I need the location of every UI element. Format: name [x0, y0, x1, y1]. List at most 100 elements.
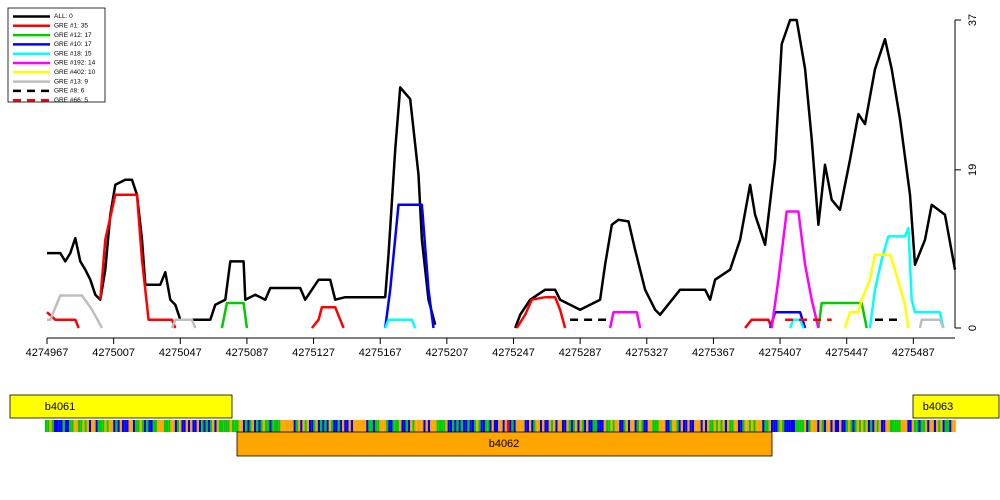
sequence-base — [397, 420, 400, 432]
sequence-base — [799, 420, 802, 432]
sequence-base — [819, 420, 822, 432]
sequence-base — [196, 420, 199, 432]
sequence-base — [914, 420, 917, 432]
sequence-base — [729, 420, 732, 432]
series-line — [47, 294, 945, 329]
sequence-base — [203, 420, 206, 432]
sequence-base — [577, 420, 580, 432]
sequence-base — [757, 420, 760, 432]
x-tick-label: 4275007 — [92, 347, 135, 359]
sequence-base — [172, 420, 175, 432]
x-tick-label: 4275407 — [759, 347, 802, 359]
sequence-base — [256, 420, 259, 432]
sequence-base — [73, 420, 76, 432]
sequence-base — [592, 420, 595, 432]
sequence-base — [647, 420, 650, 432]
sequence-base — [542, 420, 545, 432]
sequence-base — [56, 420, 59, 432]
sequence-base — [214, 420, 217, 432]
sequence-base — [909, 420, 912, 432]
sequence-base — [608, 420, 611, 432]
sequence-base — [610, 420, 613, 432]
sequence-base — [683, 420, 686, 432]
sequence-base — [350, 420, 353, 432]
sequence-base — [243, 420, 246, 432]
sequence-base — [828, 420, 831, 432]
sequence-base — [181, 420, 184, 432]
sequence-base — [738, 420, 741, 432]
sequence-base — [62, 420, 65, 432]
sequence-base — [452, 420, 455, 432]
sequence-base — [854, 420, 857, 432]
sequence-base — [722, 420, 725, 432]
sequence-base — [507, 420, 510, 432]
sequence-base — [58, 420, 61, 432]
sequence-base — [665, 420, 668, 432]
sequence-base — [284, 420, 287, 432]
sequence-base — [122, 420, 125, 432]
sequence-base — [82, 420, 85, 432]
legend-label: ALL: 0 — [54, 13, 73, 20]
sequence-base — [731, 420, 734, 432]
sequence-base — [920, 420, 923, 432]
sequence-base — [788, 420, 791, 432]
sequence-base — [942, 420, 945, 432]
sequence-base — [753, 420, 756, 432]
sequence-base — [795, 420, 798, 432]
sequence-base — [584, 420, 587, 432]
sequence-base — [159, 420, 162, 432]
sequence-base — [735, 420, 738, 432]
sequence-base — [144, 420, 147, 432]
sequence-base — [933, 420, 936, 432]
sequence-base — [249, 420, 252, 432]
sequence-base — [262, 420, 265, 432]
sequence-base — [669, 420, 672, 432]
sequence-base — [689, 420, 692, 432]
sequence-base — [903, 420, 906, 432]
sequence-base — [414, 420, 417, 432]
sequence-base — [421, 420, 424, 432]
gene-label: b4061 — [45, 401, 76, 413]
sequence-base — [236, 420, 239, 432]
sequence-base — [478, 420, 481, 432]
sequence-base — [634, 420, 637, 432]
sequence-base — [447, 420, 450, 432]
sequence-base — [896, 420, 899, 432]
series-line — [384, 226, 945, 329]
sequence-base — [601, 420, 604, 432]
sequence-base — [304, 420, 307, 432]
sequence-base — [652, 420, 655, 432]
sequence-base — [80, 420, 83, 432]
sequence-base — [106, 420, 109, 432]
sequence-base — [579, 420, 582, 432]
sequence-base — [119, 420, 122, 432]
sequence-base — [456, 420, 459, 432]
sequence-base — [639, 420, 642, 432]
sequence-base — [425, 420, 428, 432]
sequence-base — [348, 420, 351, 432]
sequence-base — [368, 420, 371, 432]
sequence-base — [821, 420, 824, 432]
sequence-base — [405, 420, 408, 432]
x-tick-label: 4275487 — [892, 347, 935, 359]
sequence-base — [533, 420, 536, 432]
sequence-base — [240, 420, 243, 432]
series-line — [608, 210, 820, 329]
sequence-base — [313, 420, 316, 432]
sequence-base — [225, 420, 228, 432]
sequence-base — [595, 420, 598, 432]
sequence-base — [467, 420, 470, 432]
sequence-base — [113, 420, 116, 432]
sequence-base — [779, 420, 782, 432]
sequence-base — [104, 420, 107, 432]
sequence-base — [306, 420, 309, 432]
x-tick-label: 4275207 — [425, 347, 468, 359]
sequence-base — [540, 420, 543, 432]
sequence-base — [511, 420, 514, 432]
sequence-base — [337, 420, 340, 432]
sequence-base — [636, 420, 639, 432]
sequence-base — [227, 420, 230, 432]
sequence-base — [520, 420, 523, 432]
sequence-base — [372, 420, 375, 432]
